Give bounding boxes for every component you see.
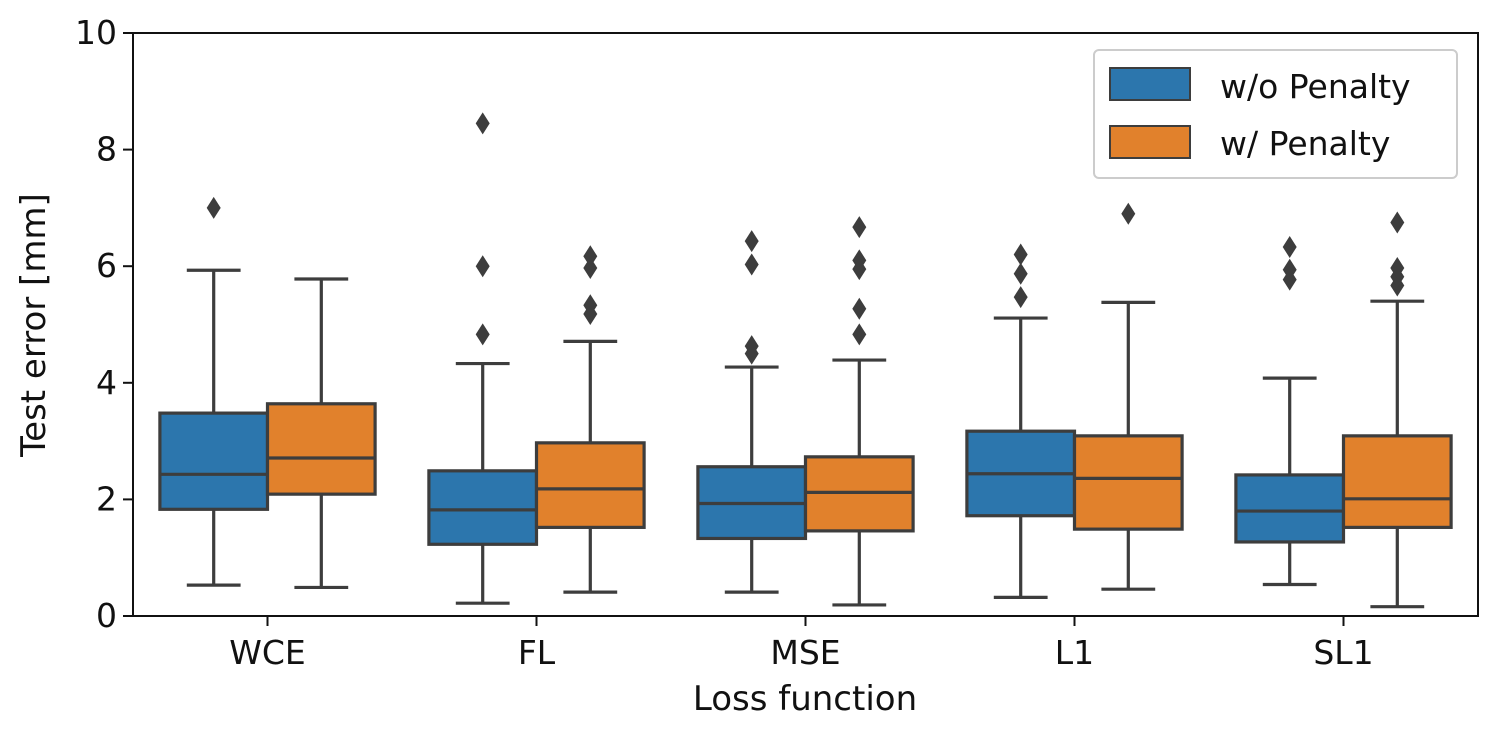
x-axis-title: Loss function — [693, 679, 917, 719]
box-iqr — [534, 441, 646, 529]
y-tick-label: 4 — [96, 363, 117, 402]
box-wce-with-penalty — [265, 277, 377, 590]
outlier-marker — [475, 112, 490, 135]
outlier-marker — [1282, 235, 1297, 258]
outlier-marker — [1013, 262, 1028, 285]
box-mse-without-penalty — [696, 230, 808, 594]
outlier-marker — [583, 294, 598, 317]
outlier-marker — [1282, 258, 1297, 281]
y-axis-ticks: 0 2 4 6 8 10 — [75, 13, 133, 635]
outlier-marker — [744, 253, 759, 276]
box-iqr — [158, 411, 270, 511]
outlier-marker — [852, 249, 867, 272]
outlier-marker — [852, 216, 867, 239]
outlier-marker — [852, 323, 867, 346]
y-tick-label: 2 — [96, 479, 117, 518]
legend-label-with-penalty: w/ Penalty — [1220, 124, 1390, 163]
outlier-marker — [744, 335, 759, 358]
x-tick-label: L1 — [1055, 633, 1094, 672]
box-sl1-with-penalty — [1341, 211, 1453, 609]
x-axis-ticks: WCE FL MSE L1 SL1 — [229, 616, 1374, 672]
outlier-marker — [1390, 211, 1405, 234]
y-axis-title: Test error [mm] — [14, 193, 54, 458]
outlier-marker — [1390, 256, 1405, 279]
x-tick-label: WCE — [229, 633, 306, 672]
outlier-marker — [1013, 243, 1028, 266]
box-sl1-without-penalty — [1234, 235, 1346, 587]
outlier-marker — [475, 255, 490, 278]
outlier-marker — [206, 196, 221, 219]
outlier-marker — [1013, 286, 1028, 309]
plot-frame — [132, 32, 1479, 617]
outlier-marker — [475, 323, 490, 346]
x-tick-label: FL — [518, 633, 556, 672]
legend-swatch-with-penalty — [1109, 125, 1191, 159]
outlier-marker — [1121, 202, 1136, 225]
legend: w/o Penalty w/ Penalty — [1093, 49, 1458, 179]
outlier-marker — [583, 256, 598, 279]
box-iqr — [1072, 434, 1184, 531]
outlier-marker — [583, 245, 598, 268]
y-tick-label: 6 — [96, 246, 117, 285]
box-iqr — [1234, 473, 1346, 544]
box-mse-with-penalty — [803, 216, 915, 607]
box-l1-with-penalty — [1072, 202, 1184, 591]
box-wce-without-penalty — [158, 196, 270, 587]
box-iqr — [1341, 434, 1453, 529]
y-tick-label: 10 — [75, 13, 117, 52]
x-tick-label: MSE — [770, 633, 840, 672]
legend-swatch-without-penalty — [1109, 67, 1191, 101]
legend-label-without-penalty: w/o Penalty — [1220, 67, 1411, 106]
box-fl-with-penalty — [534, 245, 646, 594]
box-iqr — [265, 402, 377, 496]
y-tick-label: 0 — [96, 596, 117, 635]
box-iqr — [427, 469, 539, 546]
outlier-marker — [744, 230, 759, 253]
outlier-marker — [852, 297, 867, 320]
y-tick-label: 8 — [96, 130, 117, 169]
box-groups — [158, 112, 1453, 609]
x-tick-label: SL1 — [1313, 633, 1373, 672]
box-l1-without-penalty — [965, 243, 1077, 599]
